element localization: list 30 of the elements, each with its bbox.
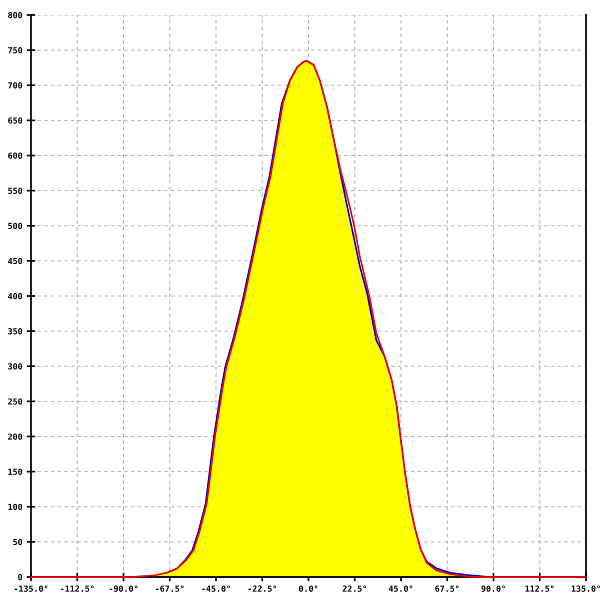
x-tick-label: 0.0° [298, 585, 318, 592]
y-tick-label: 550 [8, 188, 22, 194]
y-tick-label: 650 [8, 117, 22, 124]
y-tick-label: 250 [8, 398, 22, 405]
y-tick-label: 500 [8, 222, 22, 230]
x-tick-label: 135.0° [572, 585, 600, 592]
x-tick-label: -112.5° [60, 585, 94, 592]
y-tick-label: 800 [8, 12, 22, 18]
x-tick-label: 45.0° [388, 585, 412, 592]
x-tick-label: 22.5° [342, 585, 366, 592]
y-tick-label: 150 [8, 468, 22, 475]
x-tick-label: -90.0° [110, 585, 138, 592]
y-tick-label: 200 [8, 433, 22, 440]
x-tick-label: 90.0° [481, 585, 505, 592]
y-tick-label: 300 [8, 363, 22, 370]
y-tick-label: 700 [8, 82, 22, 89]
y-tick-label: 400 [8, 292, 22, 300]
y-tick-label: 600 [8, 152, 22, 159]
x-tick-label: -22.5° [248, 585, 276, 592]
y-tick-label: 450 [8, 258, 22, 264]
x-tick-label: 112.5° [525, 585, 554, 592]
y-tick-label: 100 [8, 504, 22, 510]
y-tick-label: 350 [8, 328, 22, 334]
y-tick-label: 50 [13, 538, 22, 546]
y-tick-label: 0 [18, 574, 22, 580]
x-tick-label: -135.0° [14, 585, 48, 592]
y-tick-label: 750 [8, 47, 22, 54]
x-tick-label: 67.5° [435, 585, 459, 592]
x-tick-label: -45.0° [202, 585, 230, 592]
x-tick-label: -67.5° [156, 585, 184, 592]
